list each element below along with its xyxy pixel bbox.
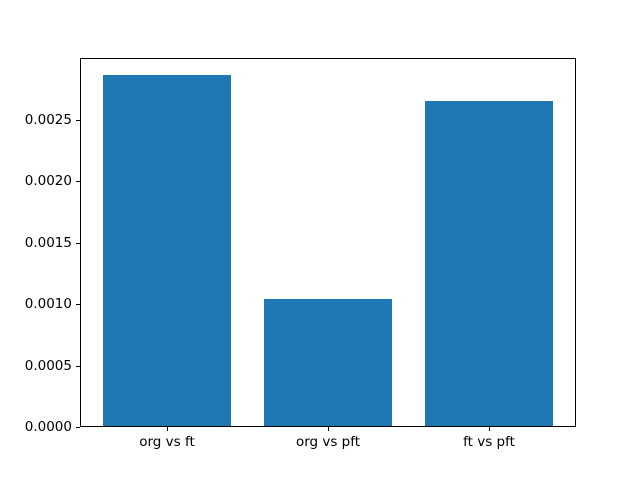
x-tick-mark bbox=[328, 427, 329, 431]
bar-org-vs-ft bbox=[102, 75, 232, 427]
y-tick-mark bbox=[76, 242, 80, 244]
x-tick-label-org-vs-pft: org vs pft bbox=[295, 434, 361, 450]
y-tick-label: 0.0020 bbox=[24, 173, 72, 189]
y-tick-mark bbox=[76, 304, 80, 305]
y-tick-label: 0.0005 bbox=[24, 357, 72, 374]
y-tick-mark bbox=[76, 365, 80, 367]
y-tick-label: 0.0010 bbox=[24, 296, 72, 312]
y-tick-mark bbox=[76, 181, 80, 182]
x-tick-mark bbox=[167, 427, 168, 431]
y-tick-mark bbox=[76, 119, 80, 121]
plot-area bbox=[80, 58, 576, 427]
y-tick-label: 0.0000 bbox=[24, 419, 72, 435]
bar-ft-vs-pft bbox=[424, 101, 554, 427]
y-tick-label: 0.0025 bbox=[24, 111, 72, 128]
x-tick-mark bbox=[489, 427, 490, 431]
x-tick-label-org-vs-ft: org vs ft bbox=[139, 434, 195, 450]
x-tick-label-ft-vs-pft: ft vs pft bbox=[463, 434, 515, 450]
y-tick-label: 0.0015 bbox=[24, 234, 72, 251]
y-tick-mark bbox=[76, 427, 80, 428]
bar-org-vs-pft bbox=[263, 299, 393, 427]
